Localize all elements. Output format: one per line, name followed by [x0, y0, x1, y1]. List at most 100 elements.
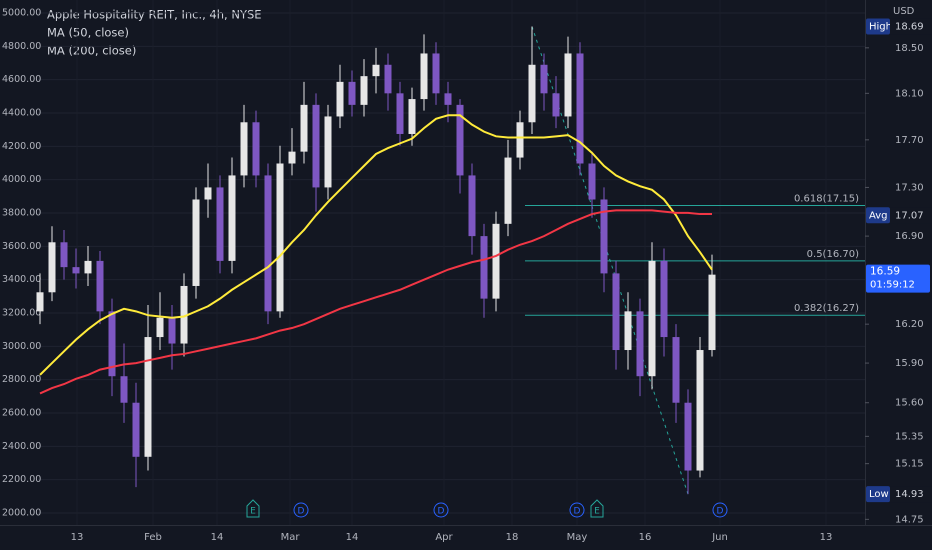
candle-body	[612, 273, 620, 351]
candle-body	[372, 64, 380, 77]
y-tick-label: 17.30	[895, 182, 924, 193]
fib-label: 0.382(16.27)	[794, 303, 859, 314]
candle-body	[36, 292, 44, 312]
dividend-marker	[433, 502, 449, 518]
candle-body	[360, 76, 368, 105]
candle-body	[432, 53, 440, 94]
y2-tick-label: 5000.00	[2, 8, 41, 19]
candle-body	[684, 402, 692, 471]
candle-body	[516, 122, 524, 158]
dividend-marker	[569, 502, 585, 518]
legend-entry: MA (200, close)	[47, 44, 136, 58]
candle-body	[552, 93, 560, 117]
tag-value: 17.07	[895, 210, 924, 221]
dividend-marker	[293, 502, 309, 518]
y-tick-label: 17.70	[895, 135, 924, 146]
legend-entry: MA (50, close)	[47, 26, 129, 40]
y2-tick-label: 4200.00	[2, 141, 41, 152]
candle-body	[84, 260, 92, 274]
x-tick-label: 13	[820, 532, 833, 543]
dividend-marker	[712, 502, 728, 518]
x-tick-label: Mar	[281, 532, 301, 543]
y-tick-label: 18.50	[895, 43, 924, 54]
y2-tick-label: 4000.00	[2, 174, 41, 185]
y2-tick-label: 2800.00	[2, 374, 41, 385]
trend-line	[531, 26, 689, 495]
candle-body	[168, 317, 176, 344]
y2-tick-label: 2000.00	[2, 508, 41, 519]
candle-body	[144, 337, 152, 457]
candle-body	[540, 64, 548, 94]
candle-body	[384, 64, 392, 94]
fib-label: 0.618(17.15)	[794, 194, 859, 205]
x-tick-label: May	[567, 532, 588, 543]
event-label: D	[298, 507, 305, 517]
candle-body	[660, 260, 668, 338]
y2-tick-label: 2400.00	[2, 441, 41, 452]
candle-body	[72, 267, 80, 274]
y2-tick-label: 3400.00	[2, 274, 41, 285]
candle-body	[312, 104, 320, 188]
candle-body	[336, 81, 344, 117]
candle-body	[96, 260, 104, 312]
y2-tick-label: 2600.00	[2, 408, 41, 419]
candle-body	[696, 350, 704, 471]
event-label: D	[717, 507, 724, 517]
tag-name-box	[866, 18, 890, 35]
x-tick-label: Apr	[435, 532, 453, 543]
y2-tick-label: 2200.00	[2, 474, 41, 485]
candle-body	[396, 93, 404, 134]
y-tick-label: 15.15	[895, 459, 924, 470]
event-label: D	[438, 507, 445, 517]
legend-title: Apple Hospitality REIT, Inc., 4h, NYSE	[47, 8, 262, 22]
tag-name: Avg	[869, 210, 888, 221]
last-price: 16.59	[870, 266, 900, 278]
candle-body	[60, 242, 68, 268]
candle-body	[528, 64, 536, 123]
candle-body	[252, 122, 260, 176]
tag-name-box	[866, 207, 890, 224]
event-label: E	[250, 507, 256, 517]
last-price-tag	[866, 264, 930, 293]
tag-name: Low	[869, 489, 889, 500]
candle-body	[576, 53, 584, 164]
candle-body	[420, 53, 428, 100]
fib-label: 0.5(16.70)	[807, 249, 859, 260]
y-tick-label: 16.20	[895, 319, 924, 330]
earnings-marker	[246, 499, 260, 518]
y2-tick-label: 3800.00	[2, 208, 41, 219]
candle-body	[216, 187, 224, 261]
candle-body	[288, 151, 296, 164]
ma-line	[39, 114, 713, 376]
y-tick-label: 18.10	[895, 88, 924, 99]
candle-body	[456, 104, 464, 176]
candle-body	[324, 116, 332, 188]
candle-body	[300, 104, 308, 152]
tag-value-box	[890, 18, 932, 35]
candle-body	[180, 285, 188, 344]
tag-value: 14.93	[895, 489, 924, 500]
tag-value-box	[890, 207, 932, 224]
candle-body	[192, 199, 200, 286]
candle-body	[228, 175, 236, 261]
y2-tick-label: 3000.00	[2, 341, 41, 352]
candle-body	[120, 376, 128, 403]
candle-body	[672, 337, 680, 403]
candle-body	[636, 311, 644, 377]
candle-body	[408, 99, 416, 134]
x-tick-label: 18	[506, 532, 519, 543]
countdown: 01:59:12	[870, 280, 915, 291]
y-tick-label: 15.60	[895, 398, 924, 409]
candle-body	[708, 274, 716, 351]
y2-tick-label: 4600.00	[2, 74, 41, 85]
x-tick-label: Jun	[711, 532, 728, 543]
ma-line	[39, 209, 712, 395]
candle-body	[504, 157, 512, 224]
candle-body	[624, 311, 632, 351]
candle-body	[564, 53, 572, 117]
currency: USD	[893, 6, 915, 17]
y2-tick-label: 3600.00	[2, 241, 41, 252]
candle-body	[276, 163, 284, 312]
tag-value-box	[890, 486, 932, 503]
